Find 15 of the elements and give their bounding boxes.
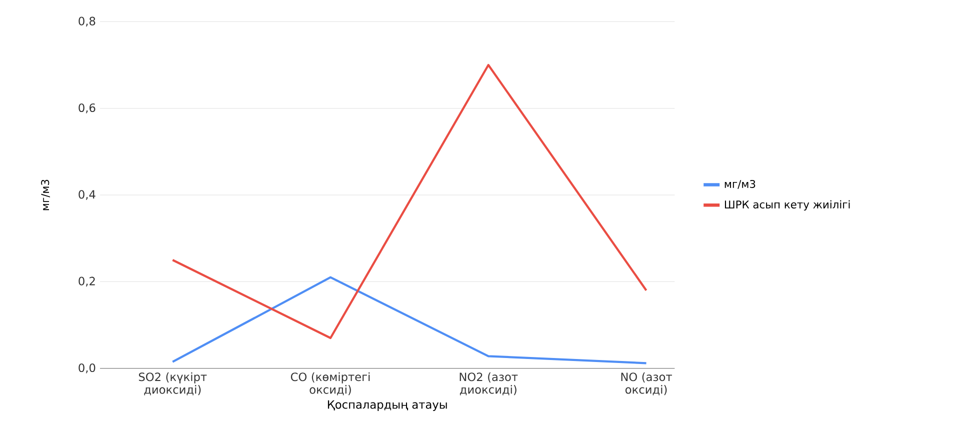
y-tick-label: 0,6 <box>78 103 96 114</box>
legend-label: ШРК асып кету жиілігі <box>724 200 850 211</box>
line-series <box>172 64 648 340</box>
y-tick-label: 0,4 <box>78 190 96 200</box>
x-tick-label: SO2 (күкірт диоксиді) <box>138 372 207 396</box>
x-tick-label: NO2 (азот диоксиді) <box>460 372 518 396</box>
x-tick-label: CO (көміртегі оксиді) <box>290 372 370 396</box>
legend-label: мг/м3 <box>724 180 756 189</box>
y-tick-label: 0,2 <box>78 276 95 287</box>
y-tick-label: 0,8 <box>78 16 96 27</box>
line-series <box>172 276 648 364</box>
y-tick-label: 0,0 <box>78 363 96 374</box>
y-axis-title: мг/м3 <box>41 180 50 210</box>
x-axis-title: Қоспалардың атауы <box>328 400 447 411</box>
x-tick-label: NO (азот оксиді) <box>621 372 672 396</box>
